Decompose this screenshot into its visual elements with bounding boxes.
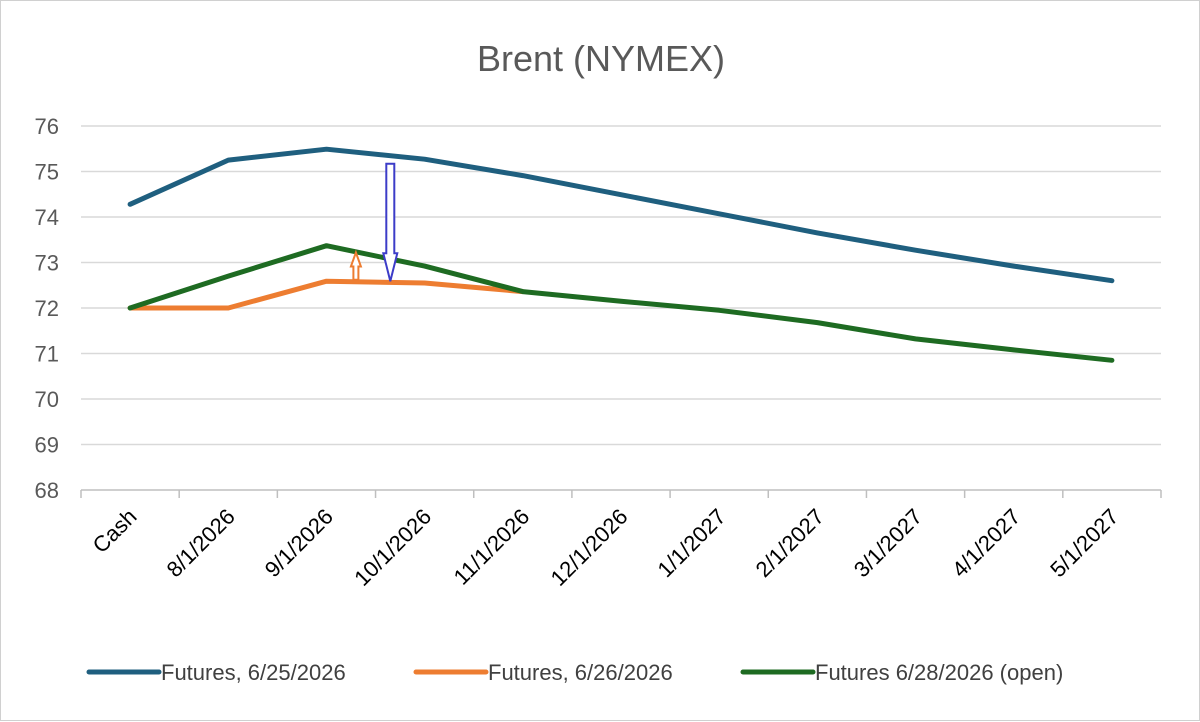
y-tick-label: 69 — [35, 433, 59, 458]
x-tick-label: 5/1/2027 — [1045, 504, 1123, 582]
chart-title: Brent (NYMEX) — [477, 38, 725, 79]
y-tick-label: 68 — [35, 478, 59, 503]
legend-label: Futures, 6/26/2026 — [488, 660, 673, 685]
y-tick-label: 71 — [35, 342, 59, 367]
y-tick-label: 73 — [35, 251, 59, 276]
x-tick-label: 9/1/2026 — [260, 504, 338, 582]
legend-label: Futures, 6/25/2026 — [161, 660, 346, 685]
y-axis-ticks: 68 69 70 71 72 73 74 75 76 — [35, 114, 59, 503]
y-tick-label: 76 — [35, 114, 59, 139]
x-tick-label: 3/1/2027 — [849, 504, 927, 582]
series-line — [127, 146, 1115, 284]
legend: Futures, 6/25/2026 Futures, 6/26/2026 Futu… — [86, 660, 1063, 685]
y-tick-label: 74 — [35, 205, 59, 230]
y-tick-label: 72 — [35, 296, 59, 321]
x-tick-label: 8/1/2026 — [162, 504, 240, 582]
x-tick-label: Cash — [88, 504, 142, 558]
arrow-up-annotation — [349, 249, 363, 281]
legend-label: Futures 6/28/2026 (open) — [815, 660, 1063, 685]
x-tick-label: 1/1/2027 — [652, 504, 730, 582]
x-tick-label: 12/1/2026 — [546, 504, 633, 591]
x-tick-label: 2/1/2027 — [751, 504, 829, 582]
x-tick-label: 4/1/2027 — [947, 504, 1025, 582]
x-axis: Cash 8/1/2026 9/1/2026 10/1/2026 11/1/2026 12… — [80, 489, 1162, 591]
x-tick-label: 11/1/2026 — [449, 504, 535, 590]
series-lines — [127, 146, 1115, 363]
annotations — [349, 162, 399, 282]
x-tick-label: 10/1/2026 — [349, 504, 436, 591]
series-line — [127, 243, 1115, 363]
arrow-down-annotation — [382, 162, 399, 282]
grid-lines — [81, 125, 1161, 446]
series-line — [127, 278, 526, 311]
y-tick-label: 75 — [35, 160, 59, 185]
y-tick-label: 70 — [35, 387, 59, 412]
